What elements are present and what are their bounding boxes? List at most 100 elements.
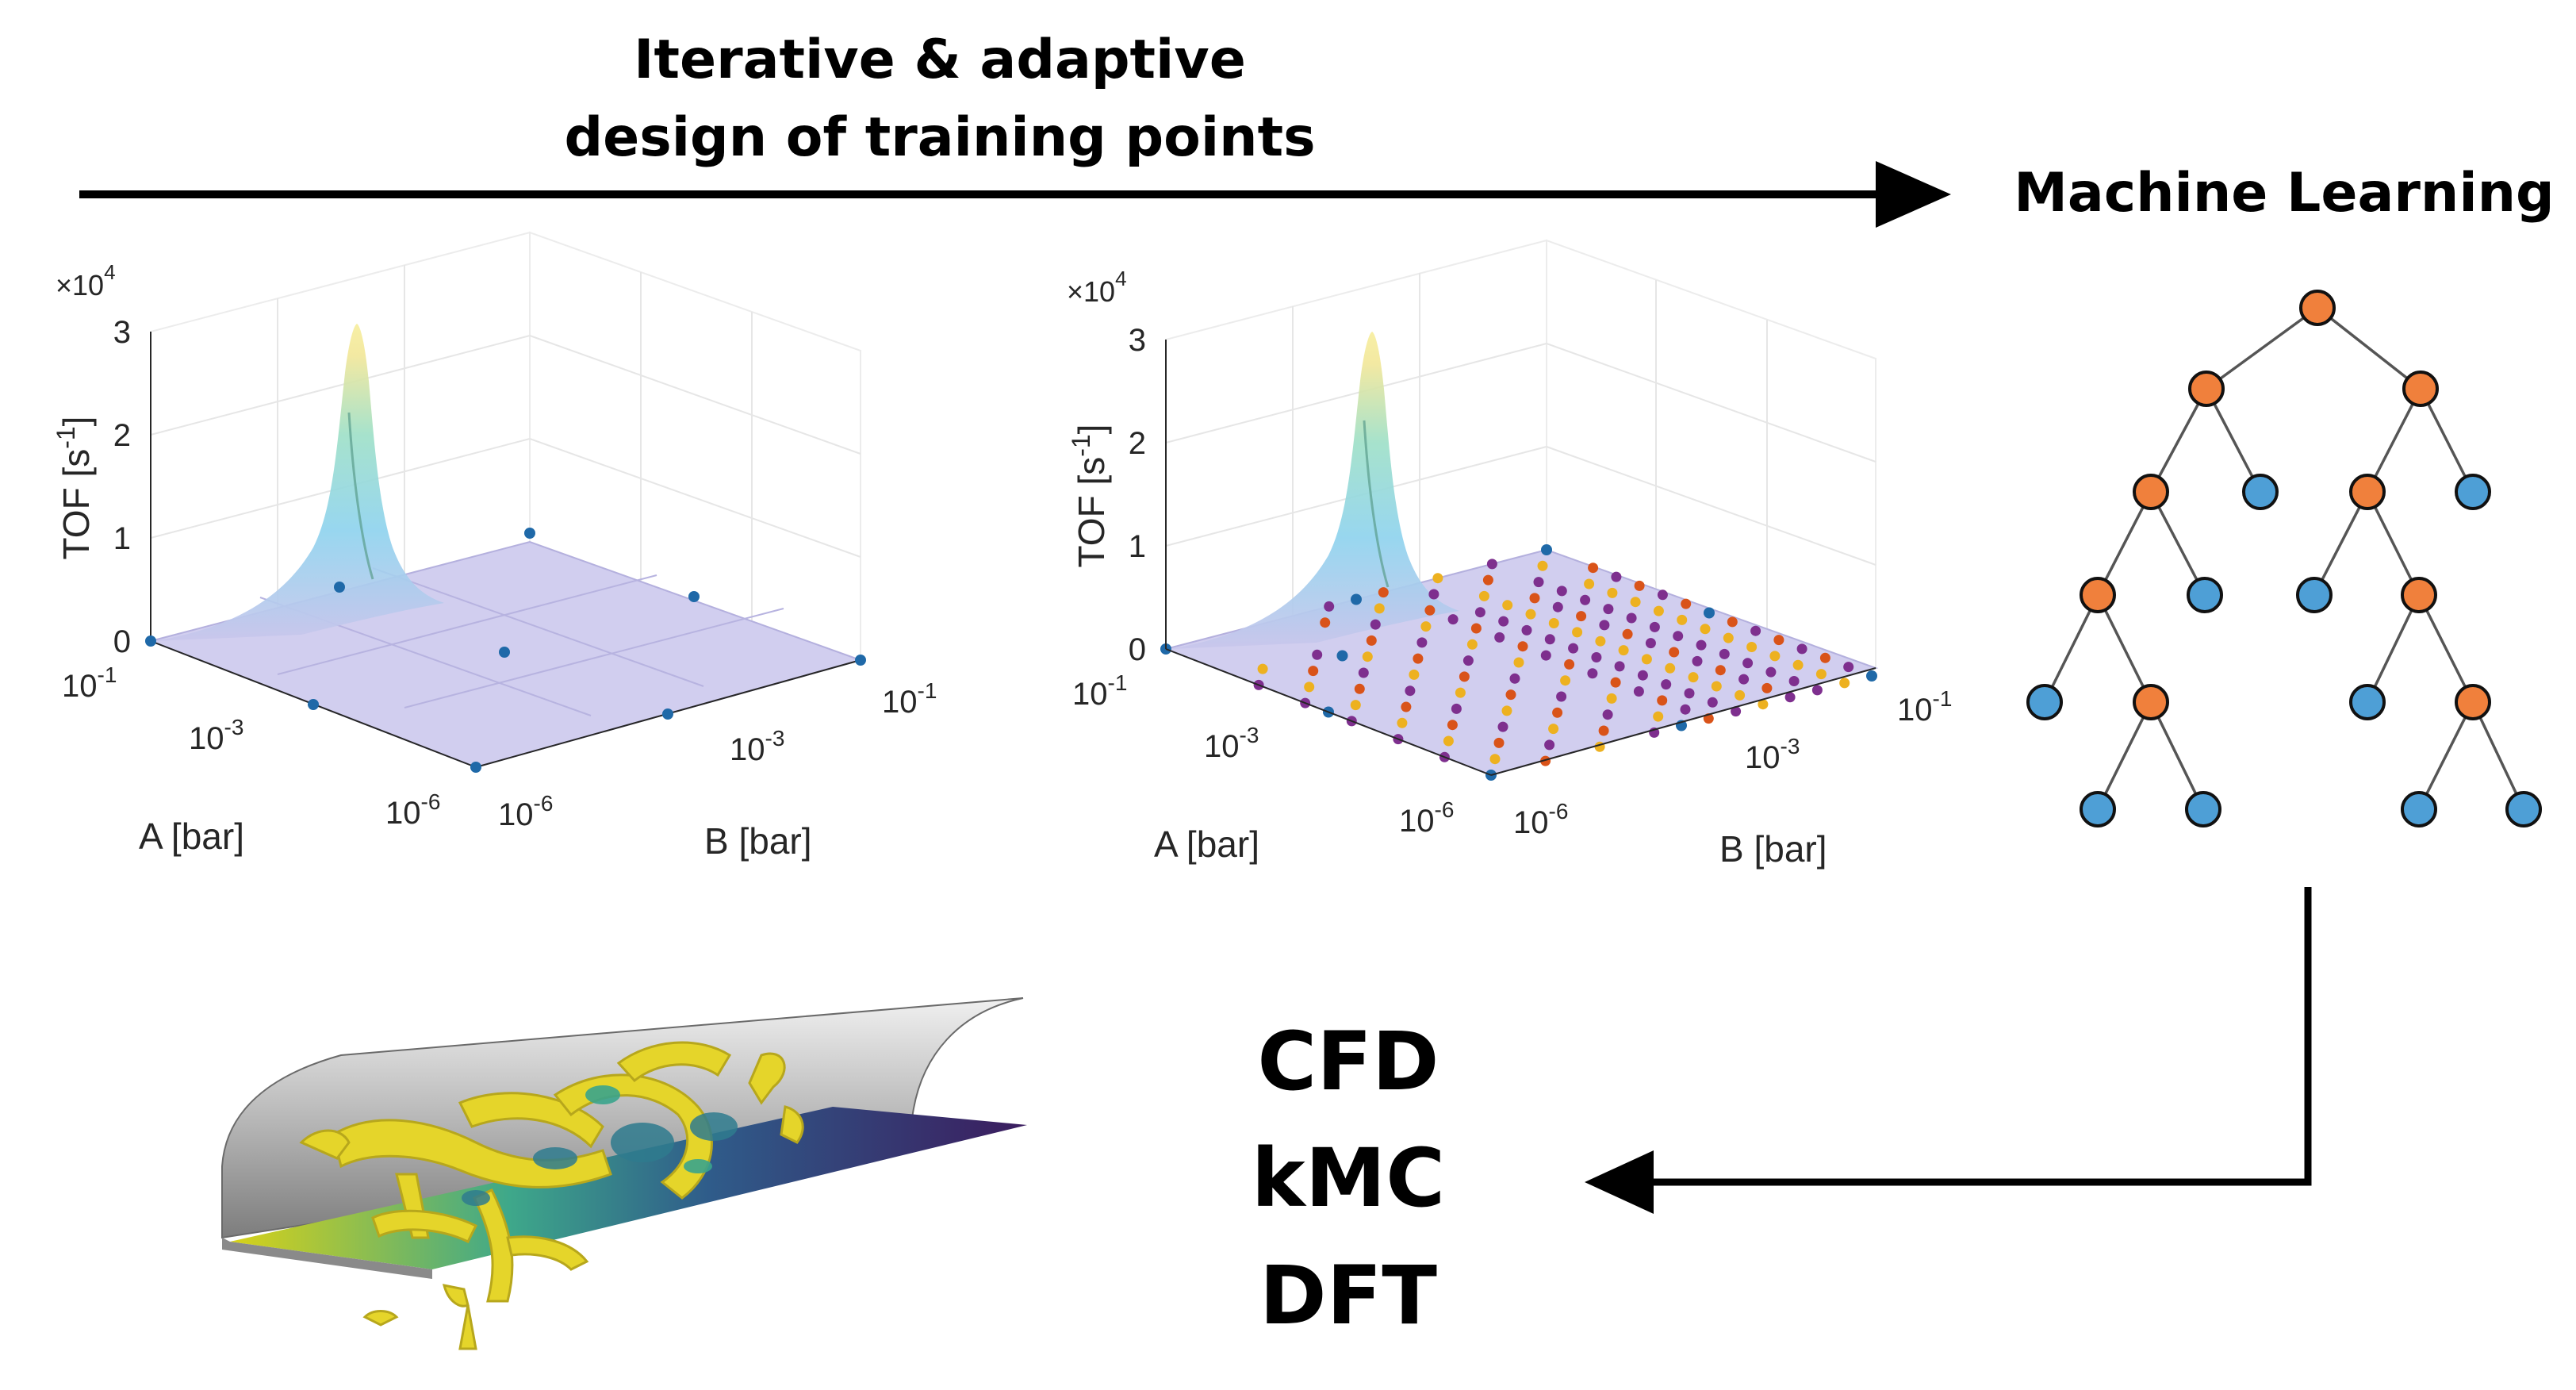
plot-right-point [1603,604,1614,615]
cfd-reactor-render [221,997,1027,1350]
plot-right-point [1556,691,1567,702]
plot-right-point [1692,655,1703,666]
plot-right-point [1626,612,1637,624]
tree-node-split [2402,371,2439,407]
title-line-1: Iterative & adaptive [634,29,1246,91]
plot-right-point [1738,674,1750,685]
plot-right-ylabel: B [bar] [1719,828,1827,870]
plot-right-ytick: 10-1 [1897,686,1952,728]
tree-edge [2149,388,2208,493]
plot-right-point [1501,705,1512,716]
plot-left-point [688,591,700,602]
plot-right-point [1641,654,1652,665]
tree-edge [2471,701,2525,810]
tree-node-leaf [2026,684,2063,720]
plot-right-point [1505,689,1516,701]
plot-right-xlabel: A [bar] [1154,824,1259,865]
plot-right-point [1587,668,1598,679]
plot-right-point-initial [1541,544,1552,555]
plot-right-point [1494,632,1505,643]
plot-right-point [1432,573,1443,584]
plot-right-point [1509,673,1520,684]
plot-left-ztick: 3 [113,315,131,350]
plot-left-ylabel: B [bar] [704,820,812,862]
plot-right-point [1735,689,1746,701]
plot-right-point [1742,658,1754,669]
tree-edge [2096,594,2152,703]
plot-right-point [1684,688,1695,699]
plot-right-point [1602,709,1613,720]
plot-left: 0 1 2 3 ×104 TOF [s-1] 10-1 10-3 10-6 10… [52,231,937,862]
plot-right-point-initial [1866,670,1877,682]
plot-right-point [1606,693,1617,704]
plot-right-ztick: 1 [1129,529,1146,564]
plot-right-point [1611,571,1622,582]
tree-edge [2149,701,2205,810]
machine-learning-label: Machine Learning [2014,162,2554,225]
plot-right-point [1723,632,1734,643]
feedback-arrow-shaft [1642,887,2312,1186]
plot-right-point [1540,755,1551,766]
plot-left-ztick: 1 [113,521,131,556]
plot-right-point [1595,635,1606,647]
plot-right-point [1544,739,1555,751]
plot-right-point [1548,724,1559,735]
plot-right-point [1568,643,1579,654]
plot-left-xtick: 10-6 [385,789,440,831]
plot-right-point [1397,717,1408,728]
plot-right-point [1474,607,1485,618]
plot-right-point [1727,616,1738,628]
plot-left-xtick: 10-1 [62,662,117,704]
plot-left-point [524,528,535,539]
plot-right-point [1773,635,1784,646]
plot-right-point [1370,619,1381,630]
plot-right-point [1455,687,1466,698]
plot-right-point [1633,686,1644,697]
tree-node-split [2299,290,2336,326]
plot-right-point [1580,594,1591,605]
method-cfd: CFD [1257,1015,1439,1109]
plot-left-ztick: 2 [113,418,131,453]
tree-edge [2313,491,2369,596]
plot-right-point [1707,697,1718,708]
plot-right-point [1843,662,1854,673]
plot-right-point [1497,721,1508,732]
plot-right-point [1599,620,1610,631]
plot-right-point [1308,666,1319,677]
plot-right-point [1493,737,1505,748]
plot-left-point [499,647,510,658]
tree-node-leaf [2401,791,2437,827]
plot-right-point [1556,586,1567,597]
plot-right-point [1354,683,1365,694]
plot-right-point [1649,621,1660,632]
plot-right-point [1486,559,1497,570]
plot-right-point [1591,652,1602,662]
plot-right-point [1420,621,1432,632]
plot-left-ytick: 10-3 [730,726,784,767]
plot-left-ytick: 10-1 [882,678,937,720]
iteration-arrow-head [1876,161,1951,228]
plot-right-point [1548,618,1559,628]
tree-node-split [2401,577,2437,613]
plot-right-point [1443,735,1454,747]
plot-left-xtick: 10-3 [189,715,243,756]
plot-right-point [1416,637,1428,648]
plot-right-point [1796,643,1807,655]
plot-right-point [1304,682,1315,693]
plot-right-point [1618,645,1629,656]
plot-right-point [1564,659,1575,670]
plot-right-point [1731,706,1742,717]
plot-left-point [334,582,345,593]
plot-right-point [1374,603,1385,614]
tree-edge [2366,388,2422,493]
plot-right-point [1409,669,1420,680]
plot-left-point [470,762,481,773]
plot-right-point [1634,580,1645,591]
plot-right-ztick: 0 [1129,632,1146,667]
plot-right-point [1405,685,1416,697]
tree-node-split [2188,371,2225,407]
plot-left-surface-peak [155,324,444,641]
plot-right-point [1637,670,1648,681]
plot-right-point [1366,635,1377,646]
tree-node-split [2349,474,2386,510]
